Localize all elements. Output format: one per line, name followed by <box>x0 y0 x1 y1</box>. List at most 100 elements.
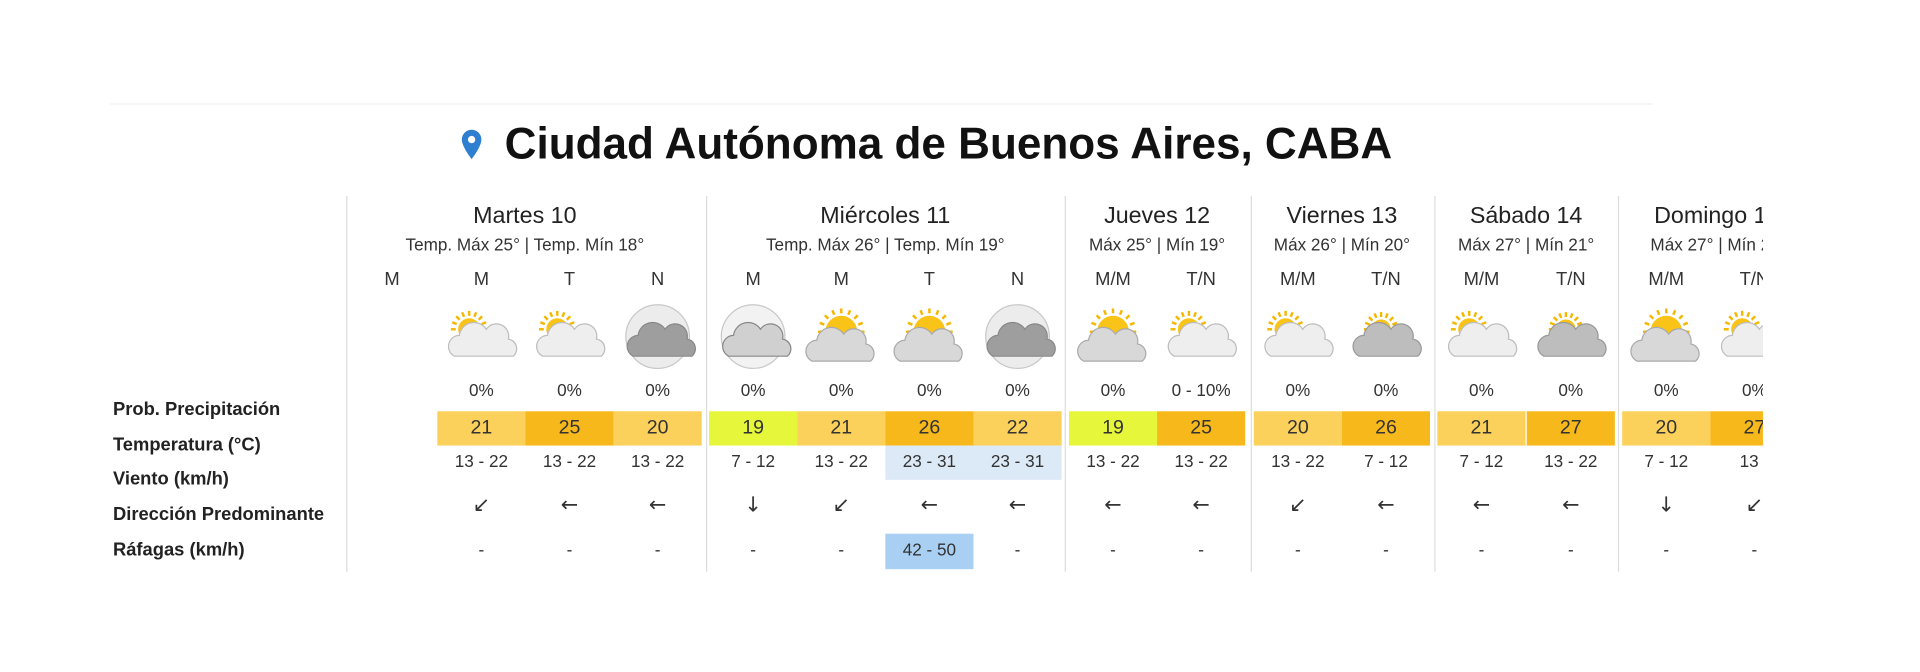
wind: 13 - 22 <box>1544 451 1597 471</box>
sun-ray <box>1558 312 1563 319</box>
wind: 13 - 22 <box>455 451 508 471</box>
sun-ray <box>857 321 864 326</box>
period-label: M <box>384 268 399 289</box>
sun-ray <box>1648 314 1655 320</box>
wind-direction: ← <box>921 493 938 517</box>
period-label: M/M <box>1648 268 1684 289</box>
sun-ray <box>1125 314 1131 320</box>
day-name: Miércoles 11 <box>820 202 950 228</box>
sun-ray <box>941 314 947 320</box>
cloud <box>1537 321 1607 357</box>
sun-ray <box>543 315 549 321</box>
wind: 13 - 22 <box>1174 451 1227 471</box>
precip: 0% <box>1374 380 1399 400</box>
sun-ray <box>481 321 487 326</box>
sun-ray <box>1294 315 1300 321</box>
temp: 25 <box>559 417 581 439</box>
sun-ray <box>823 314 830 320</box>
temp-cell <box>437 411 526 446</box>
gust: - <box>1295 539 1301 559</box>
sun-ray <box>1724 321 1731 326</box>
wind: 7 - 12 <box>1460 451 1504 471</box>
wind: 13 - <box>1740 451 1770 471</box>
sun-ray <box>539 321 546 326</box>
gust: - <box>1663 539 1669 559</box>
sun-ray <box>1271 315 1277 321</box>
temp-cell <box>1622 411 1711 446</box>
sun-ray <box>1477 315 1484 321</box>
sun-ray <box>561 311 566 318</box>
day-name: Domingo 1 <box>1654 202 1766 228</box>
sun-ray <box>565 315 572 321</box>
sun-ray <box>1368 316 1374 322</box>
weather-icon <box>1447 310 1518 357</box>
temp: 27 <box>1744 417 1766 439</box>
cloud <box>536 321 606 357</box>
gust: - <box>1110 539 1116 559</box>
wind-direction: ← <box>649 493 666 517</box>
temp-cell <box>709 411 798 446</box>
sun-ray <box>1277 311 1282 318</box>
precip: 0% <box>741 380 766 400</box>
period-label: N <box>1011 268 1024 289</box>
gust: - <box>838 539 844 559</box>
precip: 0% <box>1101 380 1126 400</box>
wind: 23 - 31 <box>903 451 956 471</box>
period-label: M/M <box>1280 268 1316 289</box>
wind-direction: ↙ <box>1746 493 1763 517</box>
weather-icon <box>1077 308 1147 362</box>
day-subtitle: Máx 27° | Mín 2 <box>1650 235 1770 255</box>
weather-icon <box>447 310 518 357</box>
cloud <box>1630 326 1700 362</box>
precip: 0% <box>829 380 854 400</box>
sun-ray <box>473 311 478 318</box>
temp-cell <box>797 411 886 446</box>
sun-ray <box>1091 321 1097 326</box>
sun-ray <box>1297 321 1304 326</box>
temp: 21 <box>830 417 852 439</box>
sun-ray <box>1268 321 1274 326</box>
precip: 0% <box>1654 380 1679 400</box>
sun-ray <box>1573 316 1579 322</box>
sun-ray <box>1473 311 1478 318</box>
precip: 0 - 10% <box>1172 380 1231 400</box>
sun-ray <box>1455 315 1461 321</box>
temp: 21 <box>471 417 493 439</box>
sun-ray <box>847 309 852 316</box>
weather-icon <box>1264 310 1334 357</box>
sun-ray <box>1754 321 1760 326</box>
wind-direction: ← <box>561 493 578 517</box>
period-label: M/M <box>1095 268 1131 289</box>
precip: 0% <box>1558 380 1583 400</box>
row-label: Dirección Predominante <box>113 503 324 524</box>
wind: 13 - 22 <box>815 451 868 471</box>
wind-direction: ↙ <box>1289 493 1306 517</box>
weather-icon <box>625 304 696 370</box>
wind: 7 - 12 <box>1364 451 1408 471</box>
wind: 13 - 22 <box>543 451 596 471</box>
sun-ray <box>819 321 825 326</box>
wind: 13 - 22 <box>1086 451 1139 471</box>
sun-ray <box>1481 321 1487 326</box>
wind-direction: ↙ <box>473 493 490 517</box>
sun-ray <box>1576 321 1583 326</box>
temp: 27 <box>1560 417 1582 439</box>
sun-ray <box>451 321 458 326</box>
temp: 21 <box>1471 417 1493 439</box>
sun-ray <box>1197 315 1203 321</box>
sun-ray <box>912 314 918 320</box>
wind-direction: ← <box>1377 493 1394 517</box>
sun-ray <box>461 311 466 318</box>
temp-cell <box>1253 411 1342 446</box>
cloud <box>722 321 792 357</box>
precip: 0% <box>557 380 582 400</box>
wind-direction: ← <box>1473 493 1490 517</box>
day-name: Martes 10 <box>473 202 576 228</box>
period-label: T/N <box>1556 268 1586 289</box>
gust-highlight <box>885 533 974 570</box>
period-label: T/N <box>1371 268 1401 289</box>
wind: 13 - 22 <box>1271 451 1324 471</box>
sun-ray <box>1118 309 1124 316</box>
sun-ray <box>853 314 859 320</box>
